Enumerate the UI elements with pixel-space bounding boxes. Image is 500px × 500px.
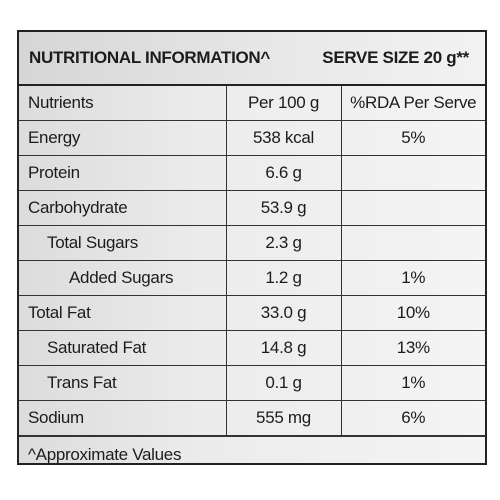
- per100-value: 538 kcal: [225, 120, 342, 156]
- footnote-text: ^Approximate Values: [28, 444, 182, 464]
- nutrition-label: NUTRITIONAL INFORMATION^ SERVE SIZE 20 g…: [17, 30, 487, 465]
- table-row: Trans Fat 0.1 g 1%: [19, 365, 485, 401]
- nutrient-name: Total Fat: [19, 295, 227, 331]
- per100-value: 555 mg: [225, 400, 342, 436]
- per100-value: 33.0 g: [225, 295, 342, 331]
- nutrient-name: Carbohydrate: [19, 190, 227, 226]
- table-row: Protein 6.6 g: [19, 155, 485, 191]
- column-header-nutrients: Nutrients: [19, 86, 227, 121]
- table-row: Added Sugars 1.2 g 1%: [19, 260, 485, 296]
- table-header-row: Nutrients Per 100 g %RDA Per Serve: [19, 86, 485, 121]
- per100-value: 2.3 g: [225, 225, 342, 261]
- table-row: Sodium 555 mg 6%: [19, 400, 485, 436]
- table-row: Saturated Fat 14.8 g 13%: [19, 330, 485, 366]
- label-header: NUTRITIONAL INFORMATION^ SERVE SIZE 20 g…: [19, 32, 485, 86]
- nutrient-name: Trans Fat: [19, 365, 227, 401]
- per100-value: 53.9 g: [225, 190, 342, 226]
- label-title: NUTRITIONAL INFORMATION^: [29, 48, 271, 67]
- column-header-rda: %RDA Per Serve: [340, 86, 485, 121]
- nutrient-name: Sodium: [19, 400, 227, 436]
- rda-value: [340, 190, 485, 226]
- table-row: Total Sugars 2.3 g: [19, 225, 485, 261]
- per100-value: 1.2 g: [225, 260, 342, 296]
- rda-value: [340, 155, 485, 191]
- table-row: Total Fat 33.0 g 10%: [19, 295, 485, 331]
- rda-value: [340, 225, 485, 261]
- nutrition-table: Nutrients Per 100 g %RDA Per Serve Energ…: [19, 86, 485, 436]
- per100-value: 6.6 g: [225, 155, 342, 191]
- rda-value: 10%: [340, 295, 485, 331]
- table-row: Carbohydrate 53.9 g: [19, 190, 485, 226]
- nutrient-name: Total Sugars: [19, 225, 227, 261]
- nutrient-name: Energy: [19, 120, 227, 156]
- rda-value: 13%: [340, 330, 485, 366]
- nutrient-name: Saturated Fat: [19, 330, 227, 366]
- rda-value: 6%: [340, 400, 485, 436]
- serve-size: SERVE SIZE 20 g**: [322, 48, 469, 67]
- per100-value: 0.1 g: [225, 365, 342, 401]
- per100-value: 14.8 g: [225, 330, 342, 366]
- rda-value: 1%: [340, 260, 485, 296]
- nutrient-name: Protein: [19, 155, 227, 191]
- rda-value: 5%: [340, 120, 485, 156]
- table-row: Energy 538 kcal 5%: [19, 120, 485, 156]
- column-header-per100: Per 100 g: [225, 86, 342, 121]
- footnote: ^Approximate Values: [19, 436, 485, 464]
- nutrient-name: Added Sugars: [19, 260, 227, 296]
- rda-value: 1%: [340, 365, 485, 401]
